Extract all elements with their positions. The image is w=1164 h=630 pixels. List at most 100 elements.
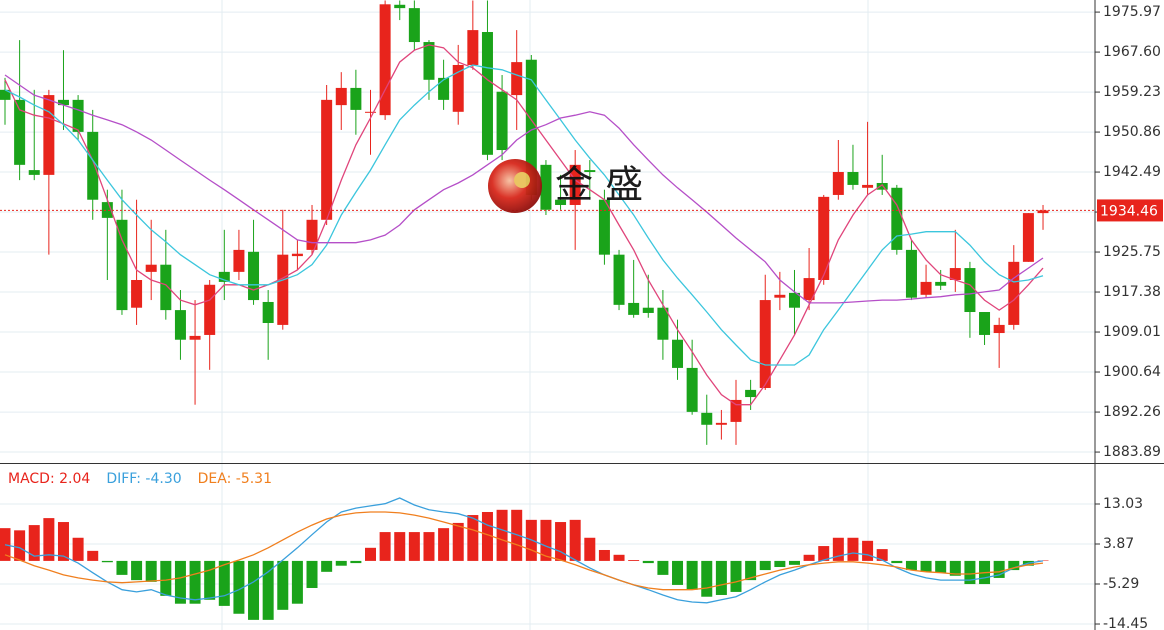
macd-bar bbox=[408, 532, 420, 561]
candle-body bbox=[481, 32, 493, 155]
macd-bar bbox=[891, 560, 903, 564]
ma-line bbox=[4, 44, 1044, 406]
logo-dot bbox=[514, 172, 530, 188]
macd-bar bbox=[598, 549, 610, 561]
macd-bar bbox=[569, 519, 581, 561]
candle-body bbox=[145, 264, 157, 272]
candle-body bbox=[628, 302, 640, 315]
macd-bar bbox=[438, 528, 450, 561]
candle-body bbox=[862, 184, 874, 188]
legend-label: DEA: -5.31 bbox=[198, 471, 272, 487]
candle-body bbox=[28, 170, 40, 175]
y-tick-label: -5.29 bbox=[1103, 576, 1139, 592]
candle-body bbox=[555, 199, 567, 205]
macd-bar bbox=[540, 519, 552, 561]
macd-bar bbox=[964, 560, 976, 585]
candle-body bbox=[905, 249, 917, 298]
candle-body bbox=[920, 281, 932, 295]
candle-body bbox=[613, 254, 625, 305]
macd-bar bbox=[949, 560, 961, 576]
candle-body bbox=[540, 164, 552, 210]
macd-bar bbox=[14, 530, 26, 561]
ma-line bbox=[4, 64, 1044, 366]
macd-bar bbox=[672, 560, 684, 585]
y-tick-label: 1942.49 bbox=[1103, 164, 1161, 180]
macd-bar bbox=[832, 537, 844, 561]
macd-bar bbox=[642, 560, 654, 564]
macd-bar bbox=[467, 515, 479, 561]
macd-bar bbox=[686, 560, 698, 590]
macd-bar bbox=[715, 560, 727, 595]
macd-bar bbox=[160, 560, 172, 596]
macd-bar bbox=[803, 554, 815, 561]
macd-bar bbox=[657, 560, 669, 575]
candle-body bbox=[423, 42, 435, 80]
y-tick-label: 1883.89 bbox=[1103, 444, 1161, 460]
candle-body bbox=[832, 172, 844, 195]
macd-bar bbox=[101, 560, 113, 563]
y-tick-label: 1925.75 bbox=[1103, 244, 1161, 260]
macd-bar bbox=[350, 560, 362, 564]
logo bbox=[488, 159, 542, 213]
marks bbox=[0, 0, 1095, 620]
legend-label: DIFF: -4.30 bbox=[106, 471, 181, 487]
candle-body bbox=[379, 4, 391, 116]
macd-bar bbox=[28, 525, 40, 561]
candle-body bbox=[1008, 261, 1020, 325]
candle-body bbox=[452, 64, 464, 112]
candle-body bbox=[818, 196, 830, 280]
macd-bar bbox=[1037, 560, 1049, 561]
candle-body bbox=[277, 254, 289, 325]
candle-body bbox=[759, 300, 771, 388]
macd-bar bbox=[481, 511, 493, 561]
macd-bar bbox=[701, 560, 713, 597]
candle-body bbox=[262, 301, 274, 324]
candle-body bbox=[774, 294, 786, 298]
candle-body bbox=[598, 199, 610, 255]
candle-body bbox=[350, 87, 362, 110]
candle-body bbox=[174, 310, 186, 340]
y-tick-label: 1975.97 bbox=[1103, 4, 1161, 20]
candle-body bbox=[14, 99, 26, 165]
candle-body bbox=[979, 312, 991, 335]
candle-body bbox=[584, 170, 596, 173]
y-tick-label: 1950.86 bbox=[1103, 124, 1161, 140]
candle-body bbox=[1022, 213, 1034, 262]
macd-bar bbox=[920, 560, 932, 572]
candle-body bbox=[408, 8, 420, 43]
candle-body bbox=[0, 89, 11, 100]
candle-body bbox=[248, 251, 260, 301]
y-tick-label: 1892.26 bbox=[1103, 404, 1161, 420]
candle-body bbox=[233, 249, 245, 272]
candle-body bbox=[496, 91, 508, 151]
macd-line bbox=[4, 511, 1044, 591]
candle-body bbox=[745, 389, 757, 398]
candle-body bbox=[642, 307, 654, 313]
candle-body bbox=[218, 271, 230, 282]
candle-body bbox=[438, 77, 450, 100]
macd-bar bbox=[43, 518, 55, 561]
macd-bar bbox=[584, 537, 596, 561]
candle-body bbox=[87, 131, 99, 200]
macd-bar bbox=[248, 560, 260, 620]
macd-bar bbox=[745, 560, 757, 581]
candle-body bbox=[657, 307, 669, 340]
candle-body bbox=[57, 99, 69, 106]
macd-bar bbox=[145, 560, 157, 582]
candle-body bbox=[876, 183, 888, 190]
macd-bar bbox=[496, 509, 508, 561]
macd-bar bbox=[291, 560, 303, 604]
macd-bar bbox=[262, 560, 274, 620]
macd-bar bbox=[613, 554, 625, 561]
candle-body bbox=[891, 187, 903, 250]
macd-bar bbox=[218, 560, 230, 606]
macd-bar bbox=[452, 522, 464, 561]
candle-body bbox=[306, 219, 318, 250]
macd-bar bbox=[116, 560, 128, 575]
candle-body bbox=[686, 367, 698, 412]
legend-label: MACD: 2.04 bbox=[8, 471, 90, 487]
y-tick-label: 1917.38 bbox=[1103, 284, 1161, 300]
macd-bar bbox=[306, 560, 318, 588]
macd-bar bbox=[72, 537, 84, 561]
